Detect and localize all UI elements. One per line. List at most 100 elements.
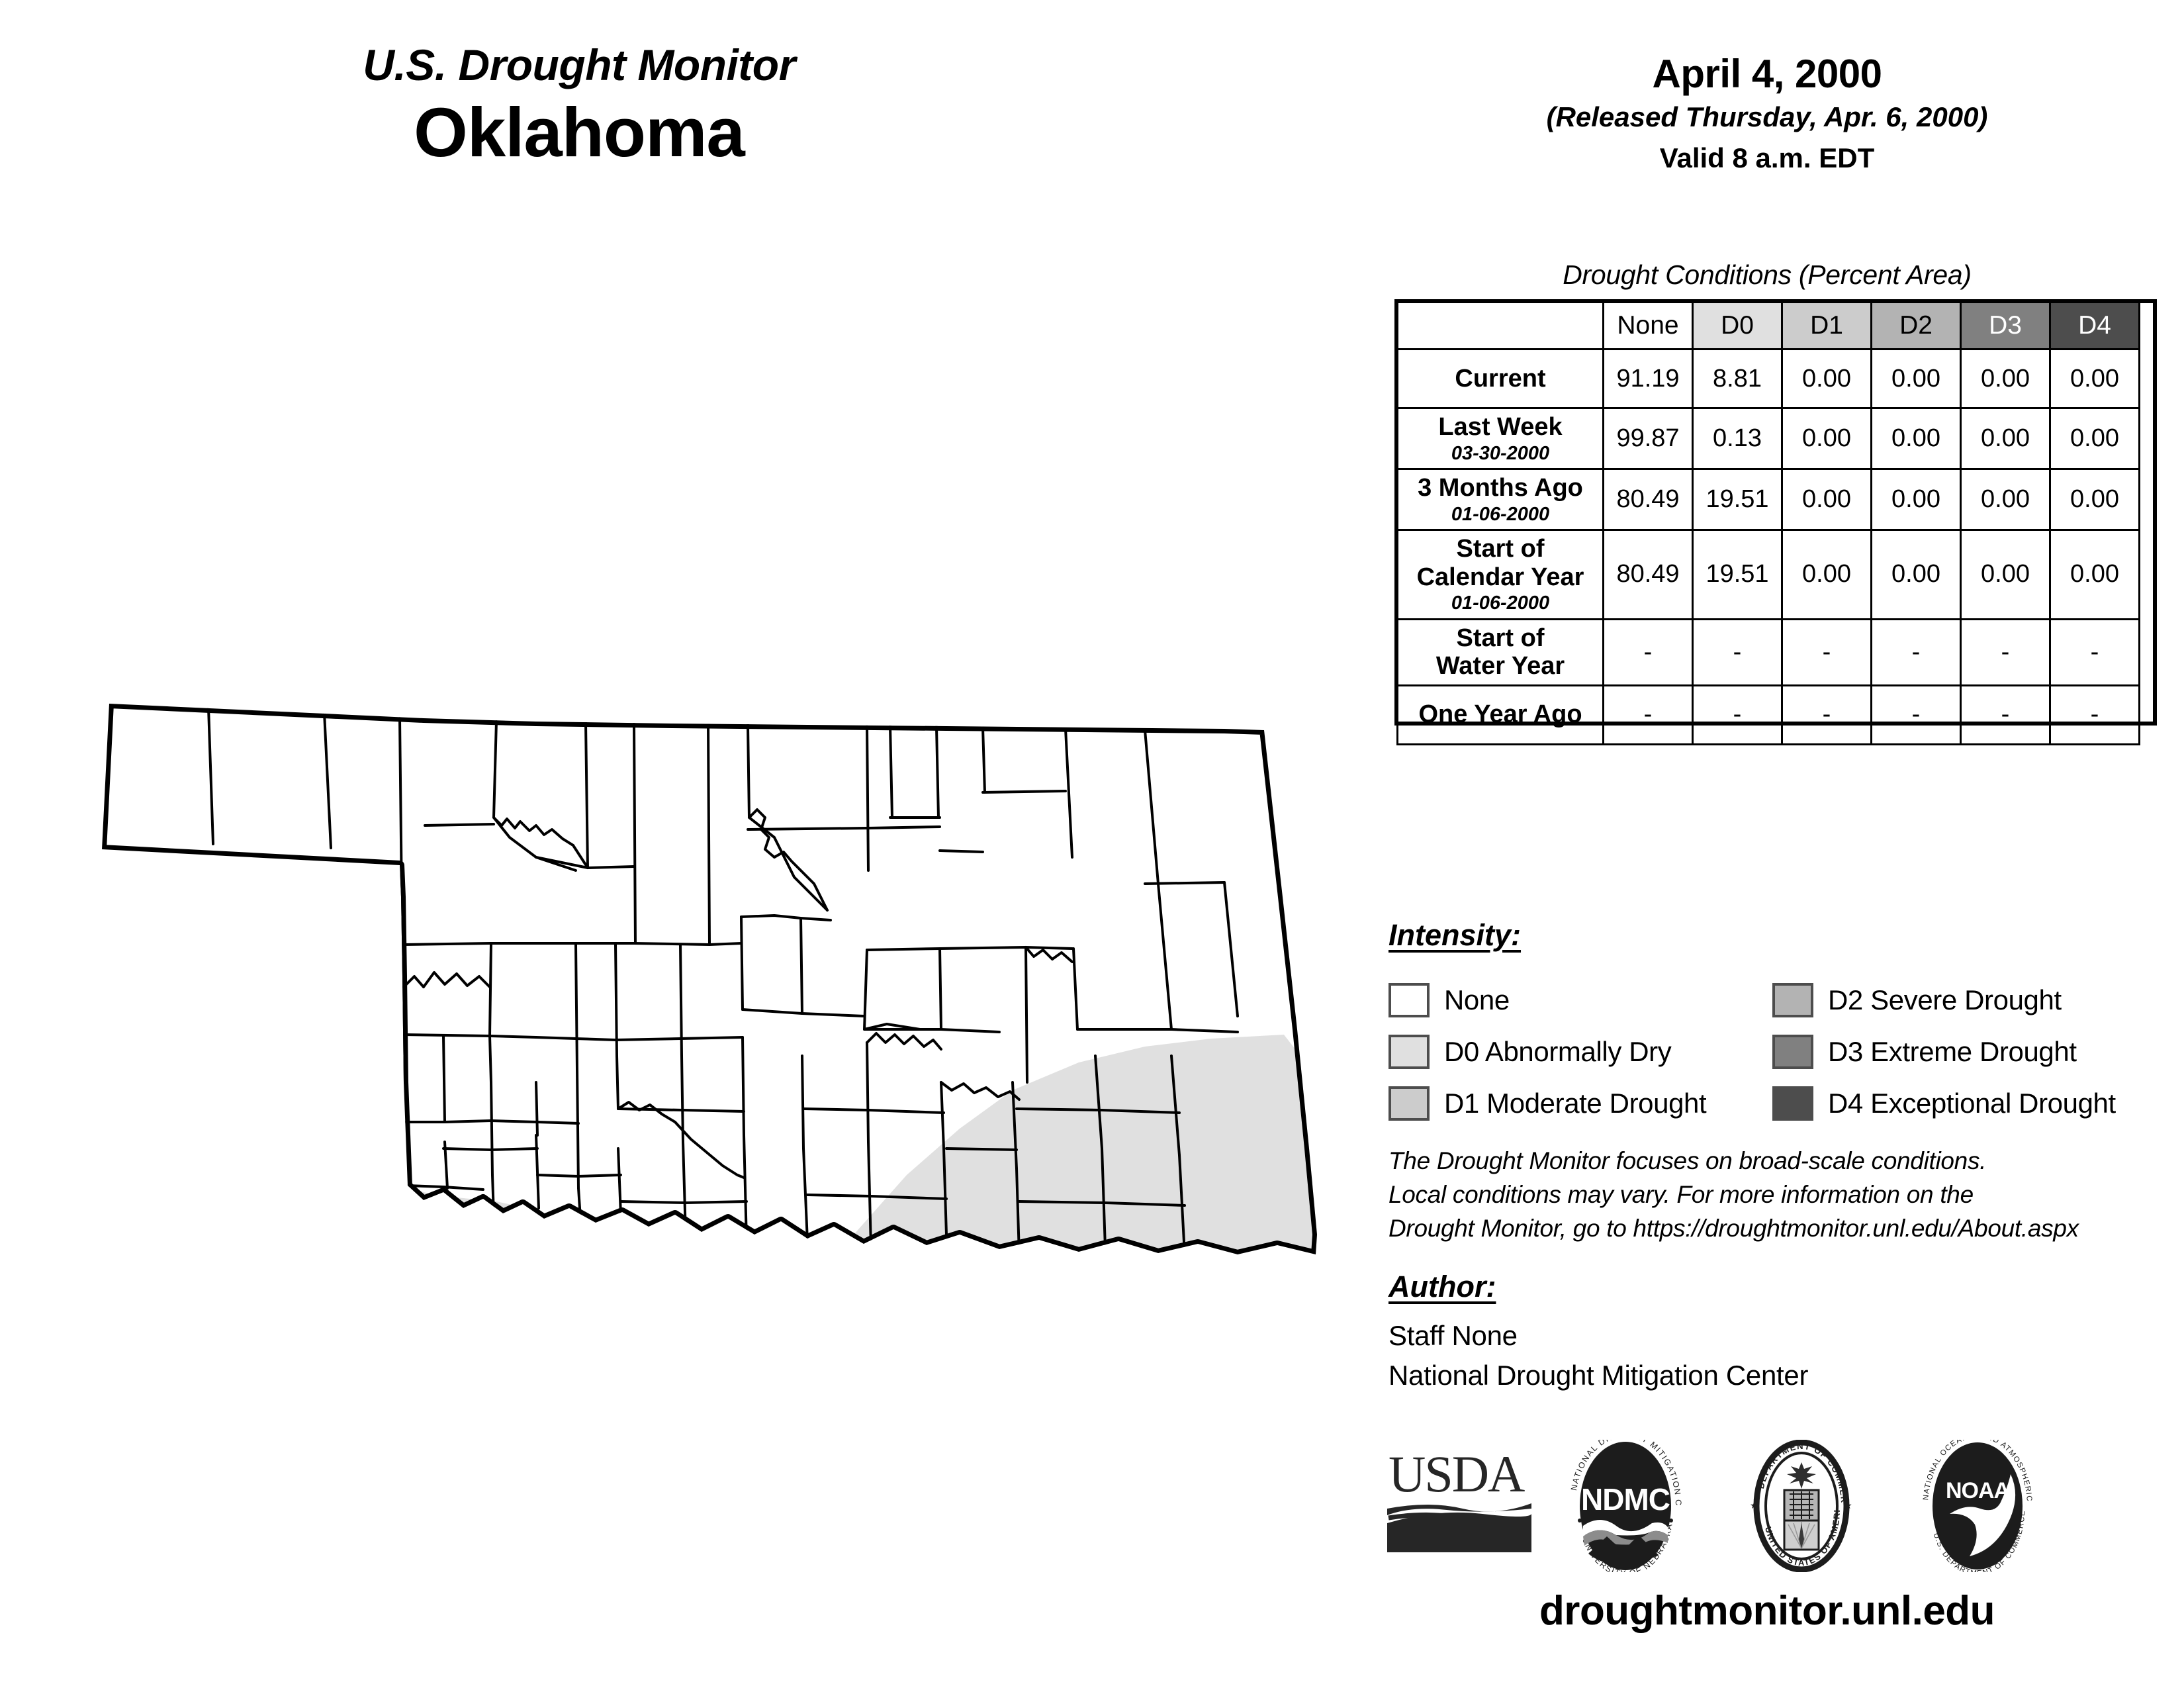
table-cell-d2: 0.00 — [1870, 468, 1962, 532]
legend-column-left: None D0 Abnormally Dry D1 Moderate Drought — [1388, 974, 1707, 1129]
table-row-label: Start of Calendar Year 01-06-2000 — [1396, 529, 1604, 620]
legend-item-d1: D1 Moderate Drought — [1388, 1078, 1707, 1129]
table-cell-d0: 19.51 — [1692, 529, 1783, 620]
table-corner-cell — [1398, 303, 1604, 350]
legend-item-d0: D0 Abnormally Dry — [1388, 1026, 1706, 1078]
table-cell-none: 99.87 — [1602, 406, 1694, 471]
svg-text:★: ★ — [1844, 1500, 1852, 1511]
table-cell-d4: 0.00 — [2049, 529, 2140, 620]
legend-item-d4: D4 Exceptional Drought — [1772, 1078, 2116, 1129]
svg-text:USDA: USDA — [1388, 1445, 1525, 1503]
table-cell-d3: 0.00 — [1960, 406, 2051, 471]
table-cell-d4: 0.00 — [2049, 406, 2140, 471]
author-organization: National Drought Mitigation Center — [1388, 1359, 1809, 1391]
table-row-label: Last Week 03-30-2000 — [1396, 406, 1604, 471]
legend-label-d3: D3 Extreme Drought — [1828, 1036, 2077, 1067]
page-title-state: Oklahoma — [414, 94, 745, 171]
table-cell-d2: - — [1870, 618, 1962, 686]
release-date: (Released Thursday, Apr. 6, 2000) — [1546, 101, 1988, 132]
svg-text:NOAA: NOAA — [1946, 1478, 2010, 1503]
legend-swatch-d0 — [1388, 1035, 1430, 1069]
table-cell-d2: 0.00 — [1870, 529, 1962, 620]
legend-swatch-none — [1388, 983, 1430, 1017]
table-cell-d4: 0.00 — [2049, 348, 2140, 409]
table-cell-d0: 19.51 — [1692, 468, 1783, 532]
footer-url: droughtmonitor.unl.edu — [1539, 1588, 1995, 1634]
table-row: 3 Months Ago 01-06-2000 80.49 19.51 0.00 0.00… — [1396, 468, 2140, 532]
title-block: U.S. Drought Monitor Oklahoma — [165, 43, 993, 171]
legend-column-right: D2 Severe Drought D3 Extreme Drought D4 Ex… — [1772, 974, 2116, 1129]
table-cell-d4: - — [2049, 618, 2140, 686]
legend-item-d2: D2 Severe Drought — [1772, 974, 2116, 1026]
table-column-header-d4: D4 — [2049, 301, 2140, 350]
table-column-header-d3: D3 — [1960, 301, 2051, 350]
table-row-date: 01-06-2000 — [1451, 503, 1550, 525]
table-row-label: Current — [1396, 348, 1604, 409]
author-name: Staff None — [1388, 1320, 1518, 1351]
table-row-label: 3 Months Ago 01-06-2000 — [1396, 468, 1604, 532]
table-cell-d0: - — [1692, 684, 1783, 745]
logo-strip: USDA NATIONAL DROUGHT MITIGATION CENTER … — [1383, 1430, 2151, 1578]
d0-region-southeast — [814, 1035, 1317, 1254]
table-row-label: One Year Ago — [1396, 684, 1604, 745]
table-column-header-none: None — [1602, 301, 1694, 350]
legend-item-none: None — [1388, 974, 1706, 1026]
table-cell-d2: 0.00 — [1870, 348, 1962, 409]
table-cell-d1: 0.00 — [1781, 529, 1872, 620]
table-cell-d3: - — [1960, 684, 2051, 745]
table-cell-d2: - — [1870, 684, 1962, 745]
legend-label-d1: D1 Moderate Drought — [1444, 1088, 1707, 1119]
legend-item-d3: D3 Extreme Drought — [1772, 1026, 2116, 1078]
table-cell-none: 91.19 — [1602, 348, 1694, 409]
table-cell-d1: - — [1781, 684, 1872, 745]
table-cell-d0: - — [1692, 618, 1783, 686]
valid-time: Valid 8 a.m. EDT — [1659, 142, 1875, 173]
disclaimer-text: The Drought Monitor focuses on broad-sca… — [1388, 1144, 2169, 1245]
table-column-header-d2: D2 — [1870, 301, 1962, 350]
table-row: Start of Water Year - - - - - - — [1396, 618, 2140, 686]
disclaimer-line-3: Drought Monitor, go to https://droughtmo… — [1388, 1215, 2079, 1243]
date-block: April 4, 2000 (Released Thursday, Apr. 6… — [1370, 53, 2164, 176]
legend-label-d0: D0 Abnormally Dry — [1444, 1036, 1672, 1067]
table-cell-none: - — [1602, 618, 1694, 686]
svg-text:NDMC: NDMC — [1581, 1482, 1670, 1517]
table-cell-d3: 0.00 — [1960, 529, 2051, 620]
table-row: Last Week 03-30-2000 99.87 0.13 0.00 0.00 0.00… — [1396, 406, 2140, 471]
table-cell-d1: 0.00 — [1781, 468, 1872, 532]
table-cell-none: 80.49 — [1602, 468, 1694, 532]
svg-text:★: ★ — [1750, 1500, 1758, 1511]
table-column-header-d1: D1 — [1781, 301, 1872, 350]
table-cell-d4: 0.00 — [2049, 468, 2140, 532]
legend-swatch-d4 — [1772, 1086, 1813, 1121]
table-cell-none: 80.49 — [1602, 529, 1694, 620]
drought-conditions-table: None D0 D1 D2 D3 D4 Current 91.19 8.81 0.00 0.00 0… — [1396, 301, 2140, 745]
table-cell-d4: - — [2049, 684, 2140, 745]
usda-logo: USDA — [1383, 1440, 1535, 1562]
legend-swatch-d2 — [1772, 983, 1813, 1017]
table-row-label: Start of Water Year — [1396, 618, 1604, 686]
legend-label-d2: D2 Severe Drought — [1828, 984, 2062, 1015]
legend-label-none: None — [1444, 984, 1510, 1015]
page-title-primary: U.S. Drought Monitor — [363, 40, 796, 89]
doc-seal-logo: DEPARTMENT OF COMMERCE UNITED STATES OF … — [1732, 1432, 1868, 1575]
valid-date: April 4, 2000 — [1652, 52, 1882, 96]
disclaimer-line-1: The Drought Monitor focuses on broad-sca… — [1388, 1147, 1987, 1174]
table-cell-d1: 0.00 — [1781, 406, 1872, 471]
disclaimer-line-2: Local conditions may vary. For more info… — [1388, 1181, 1974, 1209]
oklahoma-drought-map — [73, 619, 1370, 1288]
ndmc-logo: NATIONAL DROUGHT MITIGATION CENTER UNIVE… — [1556, 1430, 1692, 1578]
table-header-row: None D0 D1 D2 D3 D4 — [1398, 301, 2140, 350]
table-column-header-d0: D0 — [1692, 301, 1783, 350]
author-block: Staff None National Drought Mitigation C… — [1388, 1316, 1808, 1395]
table-row: One Year Ago - - - - - - — [1396, 684, 2140, 745]
table-cell-d3: 0.00 — [1960, 468, 2051, 532]
table-cell-d2: 0.00 — [1870, 406, 1962, 471]
legend-label-d4: D4 Exceptional Drought — [1828, 1088, 2116, 1119]
intensity-heading: Intensity: — [1388, 918, 1522, 952]
table-cell-d1: - — [1781, 618, 1872, 686]
table-body: Current 91.19 8.81 0.00 0.00 0.00 0.00 Last Wee… — [1396, 348, 2140, 745]
legend-swatch-d1 — [1388, 1086, 1430, 1121]
table-cell-d0: 8.81 — [1692, 348, 1783, 409]
table-row: Current 91.19 8.81 0.00 0.00 0.00 0.00 — [1396, 348, 2140, 409]
table-cell-d1: 0.00 — [1781, 348, 1872, 409]
